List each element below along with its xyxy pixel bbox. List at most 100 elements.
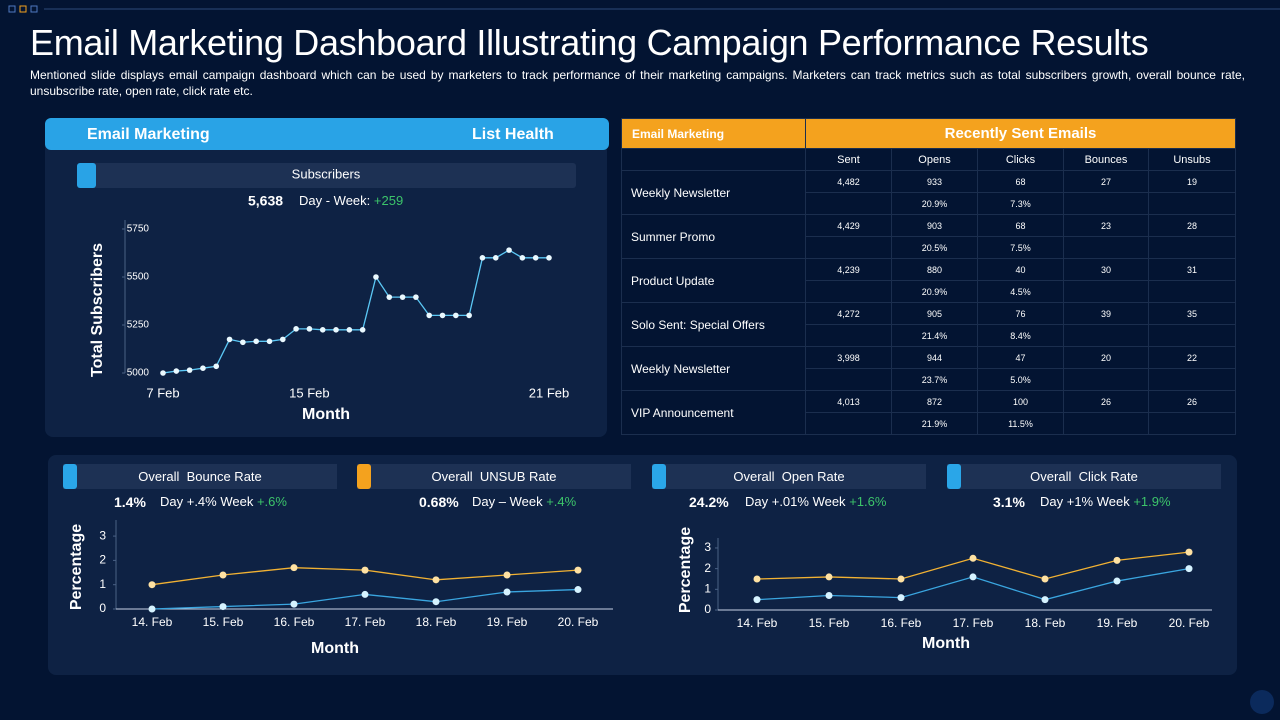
row: VIP Announcement 4,013 872 100 26 26 <box>621 390 1236 435</box>
kpi-value: 1.4% <box>114 494 146 510</box>
data-point <box>432 598 440 606</box>
kpi-week: +1.6% <box>849 494 887 509</box>
cell: 31 <box>1148 258 1236 281</box>
cell: 47 <box>977 346 1064 369</box>
kpi-tab <box>63 464 77 489</box>
panel-title: List Health <box>472 126 554 143</box>
cell: 40 <box>977 258 1064 281</box>
cell: 4,429 <box>805 214 892 237</box>
blank-cell <box>1148 368 1236 391</box>
rate: 7.5% <box>977 236 1064 259</box>
kpi-change-text: Day +.01% Week <box>745 494 846 509</box>
data-point <box>319 327 326 333</box>
cell: 35 <box>1148 302 1236 325</box>
kpi-value: 3.1% <box>993 494 1025 510</box>
deco-square <box>30 5 38 13</box>
x-tick-label: 19. Feb <box>1097 616 1138 630</box>
data-point <box>546 254 552 261</box>
blank-cell <box>1148 192 1236 215</box>
email-name: Weekly Newsletter <box>621 170 806 215</box>
data-point <box>753 575 761 583</box>
data-point <box>373 274 379 280</box>
x-tick-label: 7 Feb <box>146 385 179 400</box>
data-point <box>219 603 227 611</box>
data-point <box>969 573 977 581</box>
cell: 68 <box>977 214 1064 237</box>
row: Solo Sent: Special Offers 4,272 905 76 39 35 <box>621 302 1236 347</box>
x-tick-label: 19. Feb <box>487 615 528 629</box>
deco-square <box>19 5 27 13</box>
data-point <box>519 254 526 261</box>
email-name: Product Update <box>621 258 806 303</box>
blank-cell <box>1148 324 1236 347</box>
data-point <box>413 294 419 300</box>
data-point <box>1185 565 1193 573</box>
kpi-bar: Overall Bounce Rate <box>63 464 337 489</box>
data-point <box>266 338 273 345</box>
data-point <box>825 592 833 600</box>
data-point <box>969 554 977 562</box>
cell: 30 <box>1063 258 1149 281</box>
column-header: Clicks <box>977 148 1064 171</box>
cell: 68 <box>977 170 1064 193</box>
data-point <box>346 327 353 333</box>
data-point <box>1185 548 1193 556</box>
data-point <box>148 581 156 589</box>
rate: 20.9% <box>891 280 978 303</box>
kpi-tab <box>357 464 371 489</box>
kpi-change: Day +.4% Week +.6% <box>160 494 287 509</box>
corner-dot <box>1250 690 1274 714</box>
kpi-change-text: Day +.4% Week <box>160 494 254 509</box>
data-point <box>361 566 369 574</box>
column-header: Unsubs <box>1148 148 1236 171</box>
kpi-label: Overall Open Rate <box>733 469 845 484</box>
data-point <box>532 254 539 261</box>
change-value: +259 <box>374 193 403 208</box>
cell: 28 <box>1148 214 1236 237</box>
y-tick-label: 5000 <box>127 368 150 379</box>
title: Email Marketing Dashboard Illustrating C… <box>30 22 1149 63</box>
blank-cell <box>1063 236 1149 259</box>
blank-cell <box>1148 236 1236 259</box>
subscribers-tab <box>77 163 96 188</box>
emails-table: Email Marketing Recently Sent Emails Sent O… <box>621 118 1236 435</box>
cell: 23 <box>1063 214 1149 237</box>
cell: 100 <box>977 390 1064 413</box>
data-point <box>503 571 511 579</box>
data-point <box>897 594 905 602</box>
list-health-header <box>45 118 609 150</box>
data-point <box>173 368 180 374</box>
kpi-week: +.6% <box>256 494 287 509</box>
rate: 20.9% <box>891 192 978 215</box>
kpi-change-text: Day +1% Week <box>1040 494 1130 509</box>
y-tick-label: 1 <box>704 581 711 595</box>
cell: 4,482 <box>805 170 892 193</box>
row-rates: 21.9% 11.5% <box>622 412 1236 435</box>
kpi-value: 0.68% <box>419 494 459 510</box>
x-tick-label: 16. Feb <box>274 615 315 629</box>
y-tick-label: 3 <box>704 540 711 554</box>
cell: 22 <box>1148 346 1236 369</box>
blank-cell <box>1063 280 1149 303</box>
blank-cell <box>805 368 892 391</box>
rate: 21.4% <box>891 324 978 347</box>
cell: 880 <box>891 258 978 281</box>
x-tick-label: 14. Feb <box>132 615 173 629</box>
rates-panel <box>48 455 1237 675</box>
rate: 4.5% <box>977 280 1064 303</box>
kpi-label: Overall Bounce Rate <box>138 469 262 484</box>
data-point <box>432 576 440 584</box>
data-point <box>574 586 582 594</box>
y-tick-label: 5500 <box>127 272 150 283</box>
x-axis-title: Month <box>302 406 350 423</box>
rate: 20.5% <box>891 236 978 259</box>
data-point <box>359 327 366 333</box>
rate: 8.4% <box>977 324 1064 347</box>
blank-cell <box>805 236 892 259</box>
cell: 4,272 <box>805 302 892 325</box>
row: Summer Promo 4,429 903 68 23 28 <box>621 214 1236 259</box>
data-point <box>506 247 512 253</box>
rate: 5.0% <box>977 368 1064 391</box>
